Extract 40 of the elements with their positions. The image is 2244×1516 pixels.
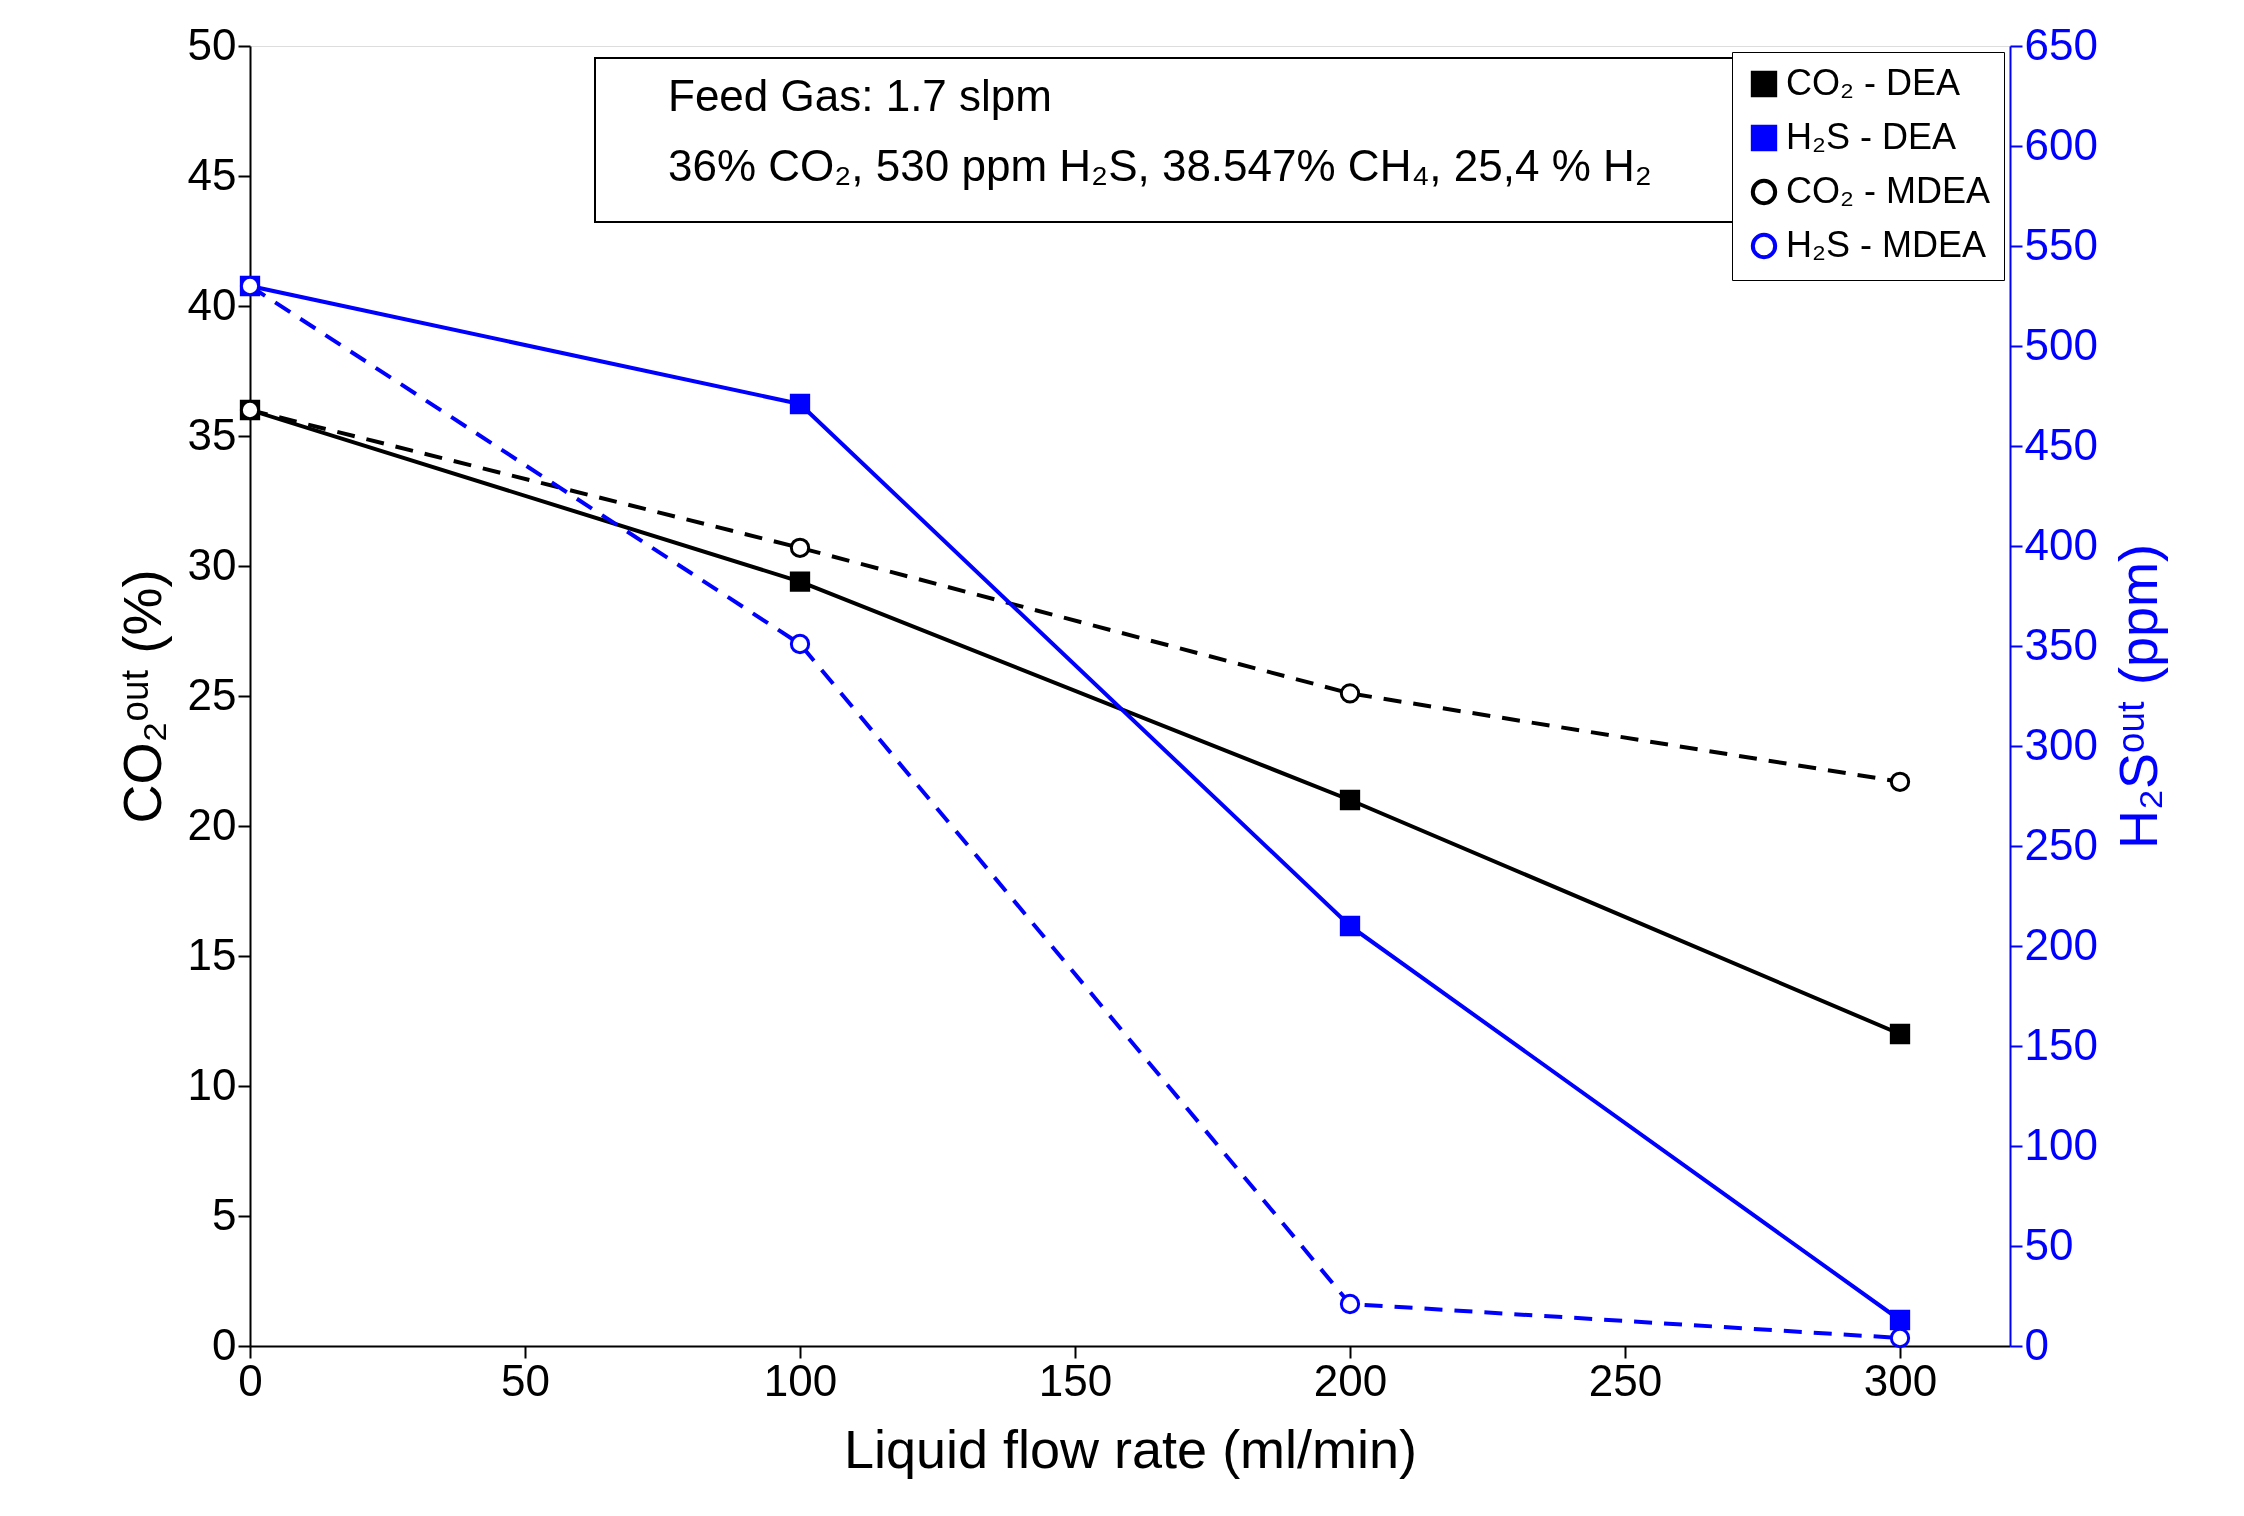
annotation: Feed Gas: 1.7 slpm — [668, 71, 1052, 120]
x-tick-label: 150 — [1038, 1355, 1113, 1405]
y-tick-label: 10 — [187, 1059, 237, 1109]
x-tick-label: 100 — [763, 1355, 838, 1405]
y2-axis-title: H₂Sᵒᵘᵗ (ppm) — [2107, 544, 2168, 849]
y2-tick-label: 400 — [2024, 519, 2098, 569]
y-tick-label: 40 — [187, 279, 237, 329]
y2-tick-label: 200 — [2024, 919, 2098, 969]
y-tick-label: 15 — [187, 929, 237, 979]
y-tick-label: 5 — [212, 1189, 237, 1239]
y2-tick-label: 250 — [2024, 819, 2098, 869]
y-tick-label: 25 — [187, 669, 237, 719]
legend-label: CO₂ - DEA — [1786, 62, 1960, 103]
y-axis-title: CO₂ᵒᵘᵗ (%) — [111, 569, 172, 824]
y2-tick-label: 150 — [2024, 1019, 2098, 1069]
legend-label: CO₂ - MDEA — [1786, 170, 1990, 211]
y2-tick-label: 0 — [2024, 1319, 2049, 1369]
x-tick-label: 250 — [1588, 1355, 1663, 1405]
x-tick-label: 50 — [501, 1355, 550, 1405]
x-axis-title: Liquid flow rate (ml/min) — [843, 1418, 1418, 1479]
x-tick-label: 300 — [1863, 1355, 1938, 1405]
y2-tick-label: 550 — [2024, 219, 2098, 269]
y2-tick-label: 500 — [2024, 319, 2098, 369]
y2-tick-label: 300 — [2024, 719, 2098, 769]
y-tick-label: 45 — [187, 149, 237, 199]
y2-tick-label: 450 — [2024, 419, 2098, 469]
y-tick-label: 20 — [187, 799, 237, 849]
y-tick-label: 0 — [212, 1319, 237, 1369]
legend-label: H₂S - DEA — [1786, 116, 1956, 157]
y2-tick-label: 50 — [2024, 1219, 2074, 1269]
y-tick-label: 50 — [187, 19, 237, 69]
y2-tick-label: 350 — [2024, 619, 2098, 669]
legend-label: H₂S - MDEA — [1786, 224, 1986, 265]
annotation: 36% CO₂, 530 ppm H₂S, 38.547% CH₄, 25,4 % H₂ — [668, 141, 1652, 190]
y-tick-label: 35 — [187, 409, 237, 459]
y2-tick-label: 650 — [2024, 19, 2098, 69]
y2-tick-label: 600 — [2024, 119, 2098, 169]
y-tick-label: 30 — [187, 539, 237, 589]
x-tick-label: 200 — [1313, 1355, 1388, 1405]
y2-tick-label: 100 — [2024, 1119, 2098, 1169]
